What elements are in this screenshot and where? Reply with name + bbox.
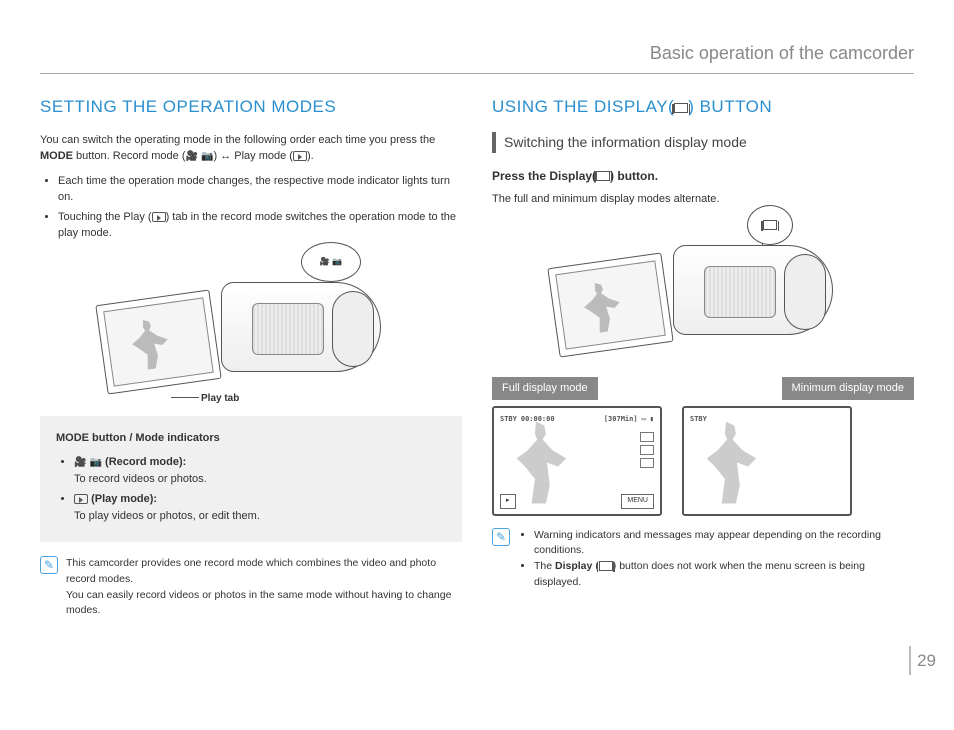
page-number: 29: [909, 646, 936, 676]
display-icon: [599, 561, 613, 571]
camera-icon: 📷: [201, 149, 213, 164]
left-column: SETTING THE OPERATION MODES You can swit…: [40, 94, 462, 619]
bullet-item: Each time the operation mode changes, th…: [58, 173, 462, 206]
min-display-screen: STBY: [682, 406, 852, 516]
play-mode-item: (Play mode): To play videos or photos, o…: [74, 491, 446, 524]
play-icon: [293, 151, 307, 161]
osd-stby: STBY: [500, 414, 517, 425]
setting-modes-heading: SETTING THE OPERATION MODES: [40, 94, 462, 120]
play-icon: [74, 494, 88, 504]
video-icon: 🎥: [186, 149, 198, 164]
play-tab-label: Play tab: [201, 391, 239, 406]
osd-card-icon: ▭: [642, 414, 646, 425]
chapter-title: Basic operation of the camcorder: [40, 40, 914, 74]
min-display-tag: Minimum display mode: [782, 377, 914, 400]
full-display-tag: Full display mode: [492, 377, 598, 400]
full-display-screen: STBY 00:00:00 [307Min] ▭ ▮ ▸ MENU: [492, 406, 662, 516]
camcorder-figure-left: 🎥 📷 Play tab: [40, 252, 462, 402]
osd-indicator-icon: [640, 432, 654, 442]
description: The full and minimum display modes alter…: [492, 191, 914, 208]
note-item: Warning indicators and messages may appe…: [534, 528, 914, 560]
osd-battery-icon: ▮: [650, 414, 654, 425]
display-button-heading: USING THE DISPLAY() BUTTON: [492, 94, 914, 120]
mode-info-box: MODE button / Mode indicators 🎥 📷 (Recor…: [40, 416, 462, 543]
note-item: The Display () button does not work when…: [534, 559, 914, 591]
osd-remain: [307Min]: [604, 414, 638, 425]
bullet-item: Touching the Play () tab in the record m…: [58, 209, 462, 242]
play-tab-icon: [152, 212, 166, 222]
osd-time: 00:00:00: [521, 414, 555, 425]
camcorder-figure-right: [492, 215, 914, 365]
osd-menu-tab: MENU: [621, 494, 654, 509]
zoom-callout-display-icon: [747, 205, 793, 245]
subheading: Switching the information display mode: [492, 132, 914, 153]
note-icon: ✎: [40, 556, 58, 574]
info-box-title: MODE button / Mode indicators: [56, 430, 446, 447]
footnote: ✎ This camcorder provides one record mod…: [40, 556, 462, 619]
display-icon: [674, 103, 688, 113]
zoom-callout-icon: 🎥 📷: [301, 242, 361, 282]
footnote: ✎ Warning indicators and messages may ap…: [492, 528, 914, 591]
right-column: USING THE DISPLAY() BUTTON Switching the…: [492, 94, 914, 619]
camera-icon: 📷: [90, 455, 102, 470]
instruction: Press the Display() button.: [492, 167, 914, 185]
display-icon: [596, 171, 610, 181]
osd-indicator-icon: [640, 445, 654, 455]
intro-text: You can switch the operating mode in the…: [40, 132, 462, 165]
video-icon: 🎥: [74, 455, 86, 470]
osd-indicator-icon: [640, 458, 654, 468]
osd-stby: STBY: [690, 414, 707, 425]
note-icon: ✎: [492, 528, 510, 546]
osd-play-tab: ▸: [500, 494, 516, 509]
record-mode-item: 🎥 📷 (Record mode): To record videos or p…: [74, 454, 446, 487]
